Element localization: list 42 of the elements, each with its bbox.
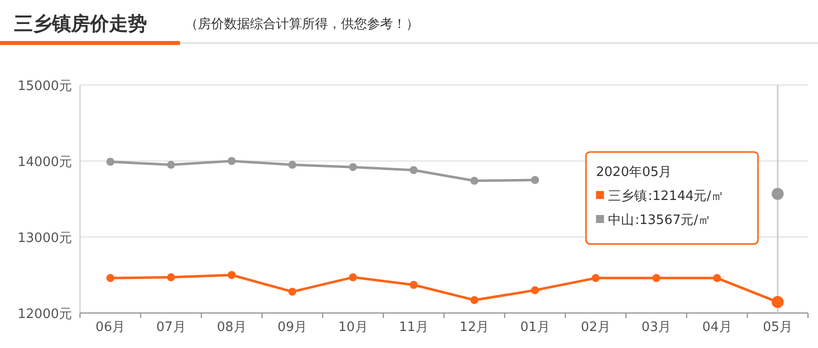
point (288, 288, 296, 296)
chart-title: 三乡镇房价走势 (14, 13, 147, 35)
x-tick-label: 09月 (278, 320, 308, 335)
x-tick-label: 10月 (338, 320, 368, 335)
x-tick-label: 04月 (702, 320, 732, 335)
point (470, 176, 478, 185)
point (106, 274, 114, 282)
point (410, 280, 418, 289)
annotation: :13567元/㎡ (635, 213, 712, 228)
point (106, 158, 114, 166)
annotation: :12144元/㎡ (648, 189, 724, 204)
x-tick-label: 11月 (398, 320, 428, 335)
point (713, 274, 721, 282)
x-tick-label: 01月 (520, 320, 550, 335)
y-tick-label: 12000元 (18, 307, 72, 322)
x-tick-label: 02月 (580, 320, 610, 335)
point (349, 163, 357, 172)
point (167, 273, 175, 282)
legend-label: 中山 (608, 213, 634, 228)
point (592, 274, 600, 282)
y-tick-label: 14000元 (18, 155, 72, 170)
point (470, 296, 478, 304)
y-tick-label: 15000元 (18, 79, 72, 94)
x-tick-label: 08月 (216, 320, 246, 335)
point (228, 157, 236, 165)
legend-label: 三乡镇 (608, 189, 647, 204)
x-tick-label: 05月 (762, 320, 792, 335)
point (531, 286, 539, 294)
x-tick-label: 12月 (460, 320, 490, 335)
point (228, 271, 236, 279)
x-tick-label: 07月 (156, 320, 186, 335)
point (349, 273, 357, 282)
x-tick-label: 03月 (642, 320, 672, 335)
annotation: 2020年05月 (596, 165, 672, 180)
point (410, 166, 418, 174)
point (652, 274, 660, 282)
y-tick-label: 13000元 (18, 231, 72, 246)
point (531, 176, 539, 184)
chart-subtitle: （房价数据综合计算所得，供您参考！） (185, 16, 419, 32)
point (167, 160, 175, 169)
point (288, 160, 296, 169)
x-tick-label: 06月 (96, 320, 126, 335)
